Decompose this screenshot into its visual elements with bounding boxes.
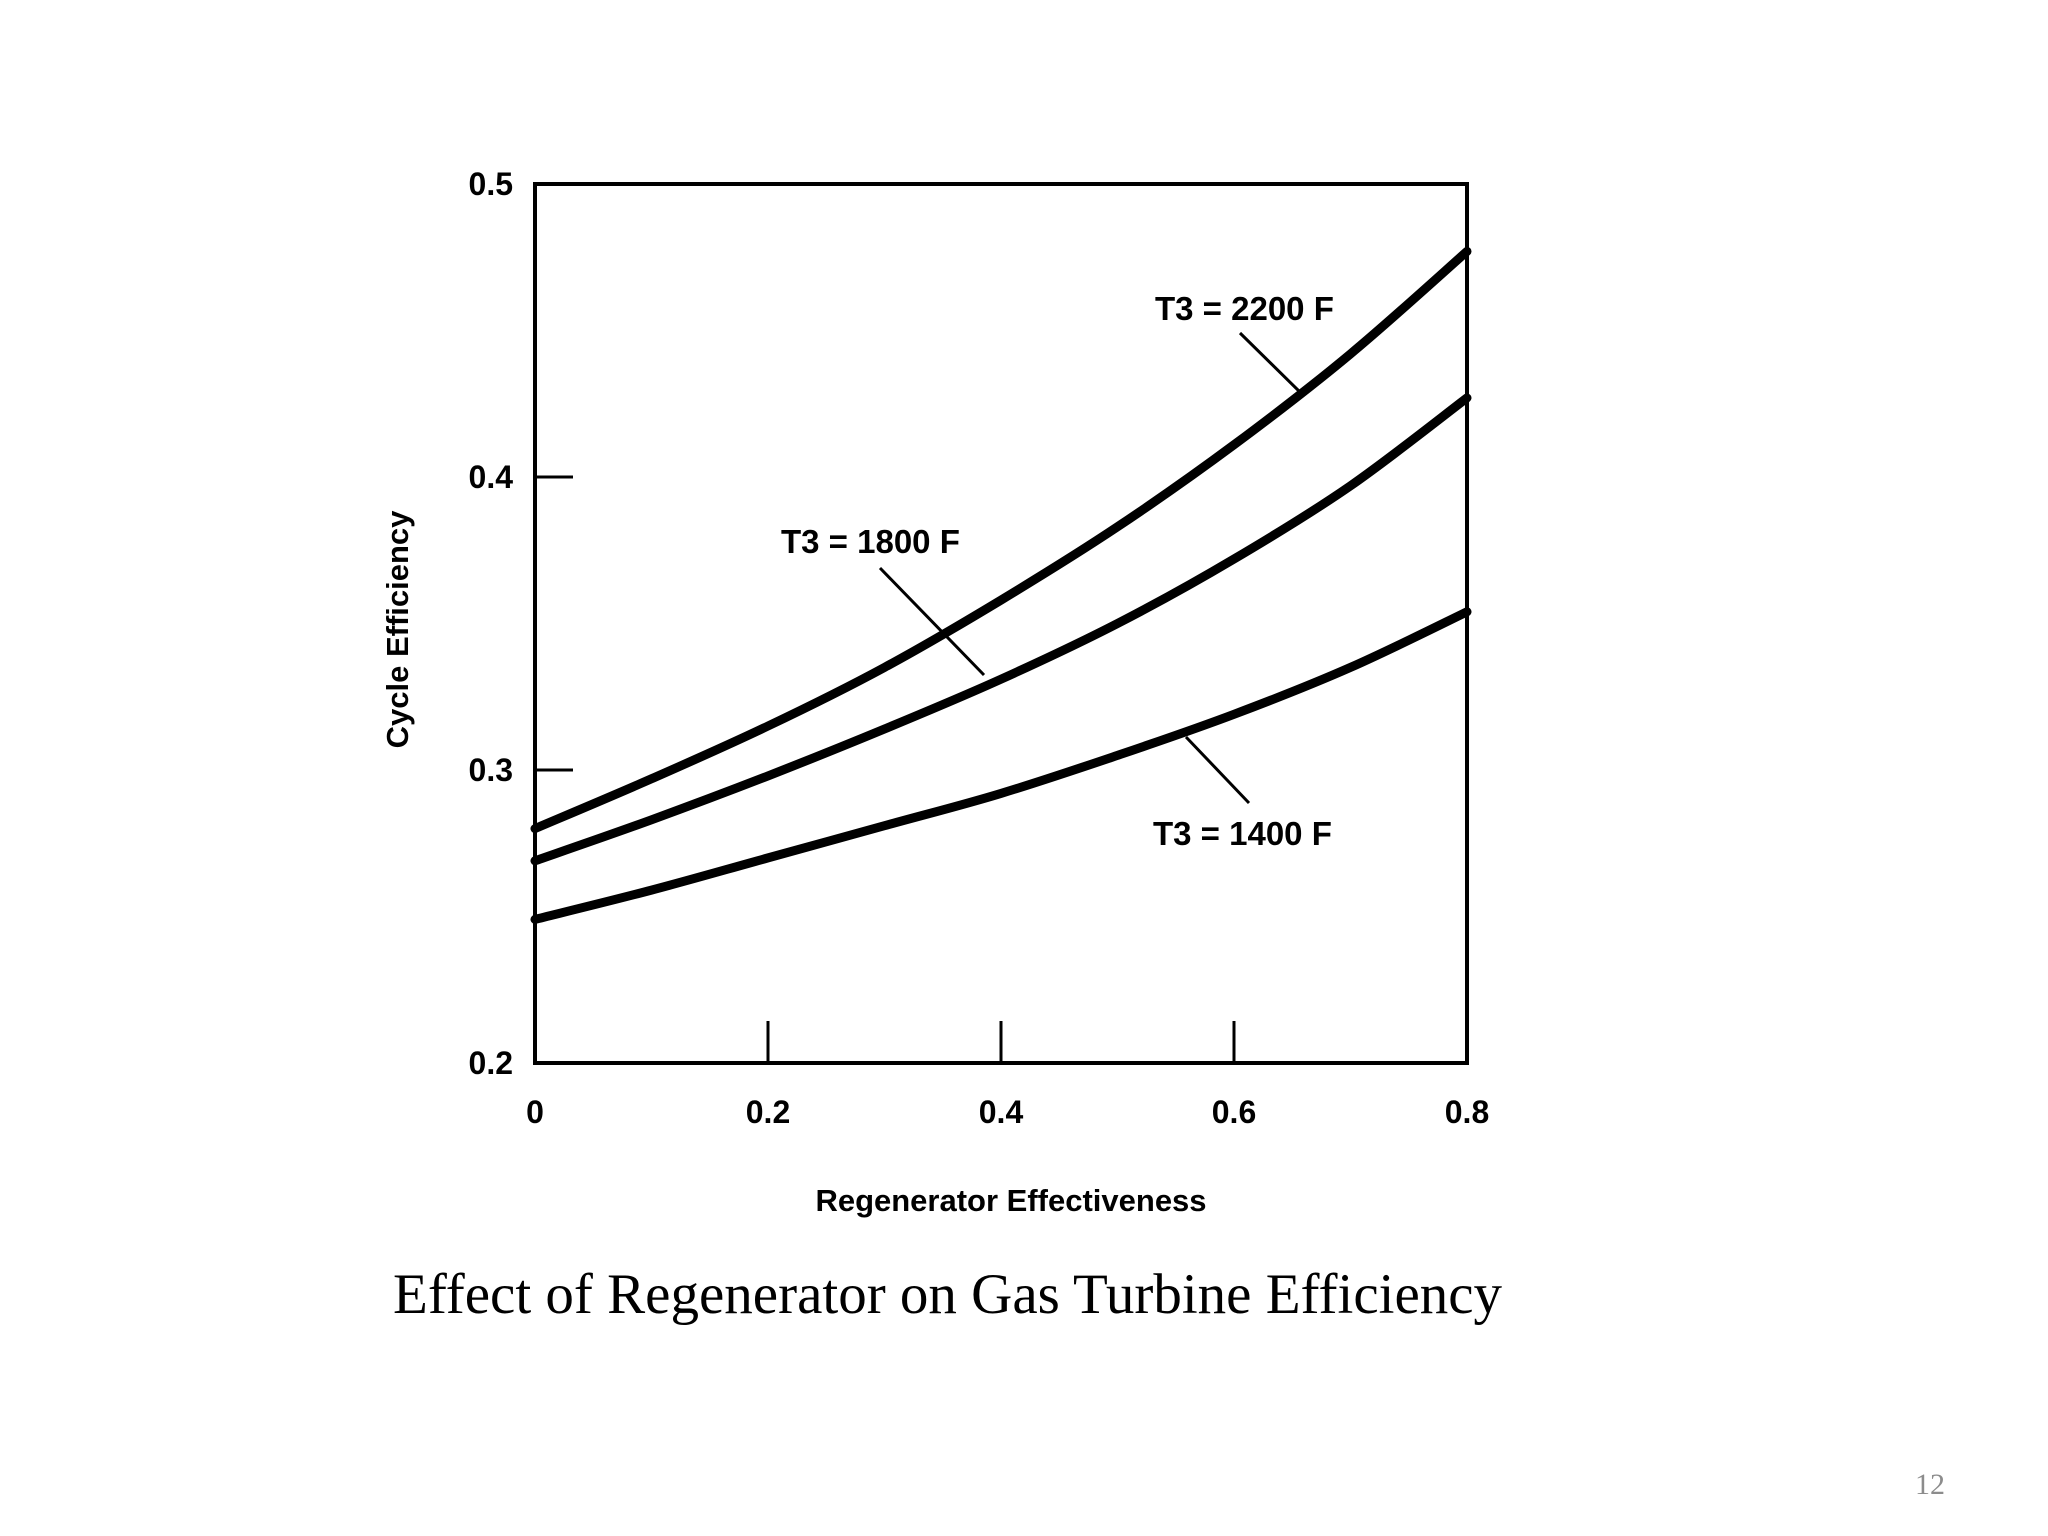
series-line-1 (530, 393, 1472, 866)
y-tick-label: 0.3 (469, 752, 513, 788)
series-label-leader-1 (878, 566, 986, 677)
y-axis-title: Cycle Efficiency (380, 510, 415, 749)
slide-caption: Effect of Regenerator on Gas Turbine Eff… (393, 1263, 1503, 1326)
slide-number: 12 (1915, 1468, 1945, 1501)
series-label-leader-2 (1184, 735, 1251, 805)
x-tick-label: 0.4 (979, 1094, 1024, 1130)
y-tick-label: 0.5 (469, 166, 513, 202)
annotation-leaders (878, 331, 1305, 805)
x-tick-label: 0.6 (1212, 1094, 1256, 1130)
series-label-1: T3 = 1800 F (781, 523, 960, 560)
y-tick-label: 0.4 (469, 459, 514, 495)
series-label-leader-0 (1238, 331, 1305, 397)
x-tick-label: 0 (526, 1094, 544, 1130)
x-axis-title: Regenerator Effectiveness (815, 1183, 1206, 1218)
chart-labels: 0.2 0.3 0.4 0.5 0 0.2 0.4 0.6 0.8 Regenerator Eff… (380, 166, 1489, 1218)
series-label-0: T3 = 2200 F (1155, 290, 1334, 327)
series-line-0 (530, 246, 1472, 834)
y-tick-label: 0.2 (469, 1045, 513, 1081)
series-line-2 (530, 607, 1472, 924)
x-tick-label: 0.8 (1445, 1094, 1489, 1130)
series-layer (530, 246, 1472, 924)
series-label-2: T3 = 1400 F (1153, 815, 1332, 852)
axis-ticks (535, 475, 1236, 1063)
x-tick-label: 0.2 (746, 1094, 790, 1130)
